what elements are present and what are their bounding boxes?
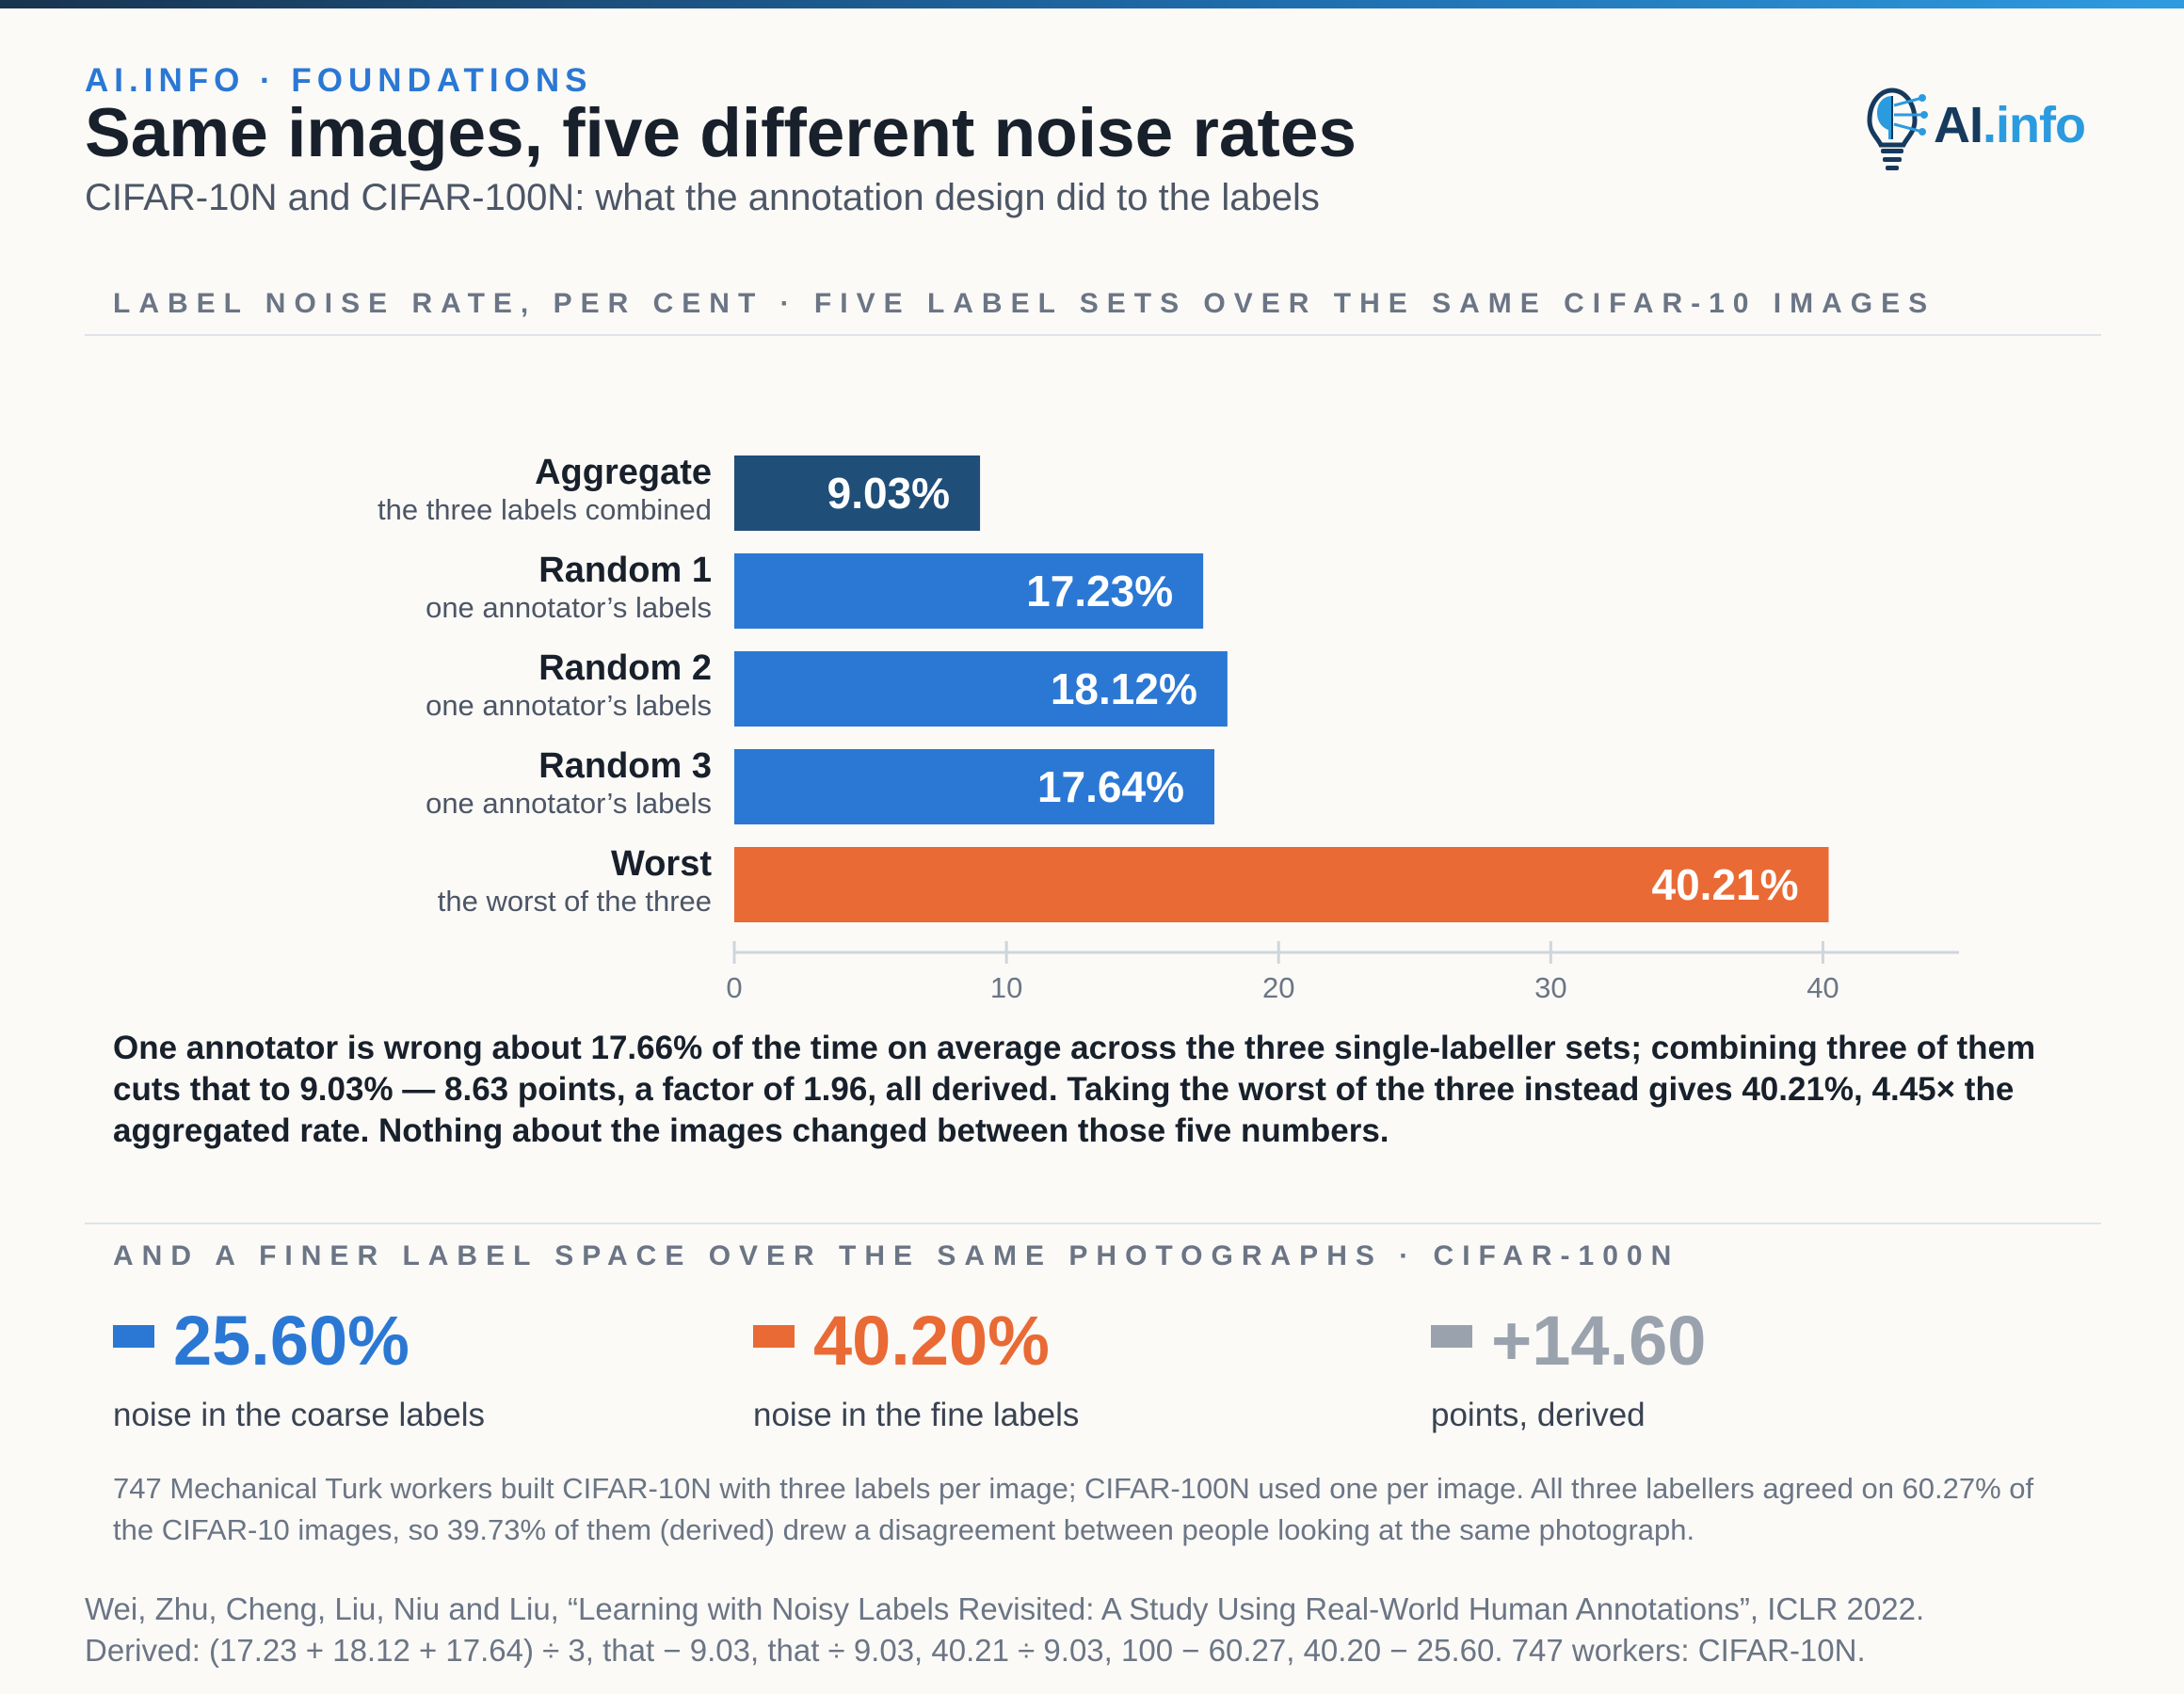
stat-swatch xyxy=(753,1325,795,1348)
category-label: Worst xyxy=(611,844,712,884)
category-label: Random 3 xyxy=(538,746,712,786)
bar-value-label: 17.23% xyxy=(1026,567,1173,615)
divider xyxy=(85,1223,2101,1224)
bar xyxy=(734,847,1829,922)
x-tick-label: 30 xyxy=(1534,971,1566,1004)
methodology-note: 747 Mechanical Turk workers built CIFAR-… xyxy=(113,1472,2034,1546)
bar xyxy=(734,651,1228,727)
stat-caption: noise in the coarse labels xyxy=(113,1397,485,1433)
stat-value: +14.60 xyxy=(1491,1302,1707,1380)
divider xyxy=(85,334,2101,336)
category-note: one annotator’s labels xyxy=(426,787,712,820)
logo-wordmark: AI.info xyxy=(1934,96,2086,154)
bar-value-label: 18.12% xyxy=(1051,664,1197,713)
insight-text: One annotator is wrong about 17.66% of t… xyxy=(113,1030,2036,1149)
cifar100-section-label: AND A FINER LABEL SPACE OVER THE SAME PH… xyxy=(113,1240,1680,1271)
category-note: one annotator’s labels xyxy=(426,591,712,624)
x-tick-label: 10 xyxy=(990,971,1022,1004)
page-title: Same images, five different noise rates xyxy=(85,95,1357,171)
logo-text-ai: AI xyxy=(1934,97,1983,153)
stat-value: 40.20% xyxy=(813,1302,1050,1380)
category-label: Random 1 xyxy=(538,551,712,590)
brand-logo: AI.info xyxy=(1856,83,2101,173)
stat-swatch xyxy=(1431,1325,1472,1348)
citation: Wei, Zhu, Cheng, Liu, Niu and Liu, “Lear… xyxy=(85,1589,2118,1671)
bar-value-label: 40.21% xyxy=(1652,860,1799,909)
bar-value-label: 17.64% xyxy=(1037,762,1184,811)
stat-swatch xyxy=(113,1325,154,1348)
category-label: Random 2 xyxy=(538,648,712,688)
x-tick-label: 0 xyxy=(726,971,742,1004)
page-subtitle: CIFAR-10N and CIFAR-100N: what the annot… xyxy=(85,177,1320,218)
eyebrow: AI.INFO · FOUNDATIONS xyxy=(85,62,593,99)
category-label: Aggregate xyxy=(535,453,712,492)
bar-value-label: 9.03% xyxy=(827,469,950,518)
x-tick-label: 20 xyxy=(1262,971,1294,1004)
bar xyxy=(734,553,1204,629)
chart-section-label: LABEL NOISE RATE, PER CENT · FIVE LABEL … xyxy=(113,288,1936,319)
stat-caption: noise in the fine labels xyxy=(753,1397,1080,1433)
citation-line: Derived: (17.23 + 18.12 + 17.64) ÷ 3, th… xyxy=(85,1633,1866,1668)
stat-value: 25.60% xyxy=(173,1302,410,1380)
category-note: the worst of the three xyxy=(438,885,712,918)
citation-line: Wei, Zhu, Cheng, Liu, Niu and Liu, “Lear… xyxy=(85,1591,1925,1626)
top-accent-bar xyxy=(0,0,2184,8)
lightbulb-brain-icon xyxy=(1867,88,1928,170)
bar xyxy=(734,455,981,531)
category-note: one annotator’s labels xyxy=(426,689,712,722)
stat-caption: points, derived xyxy=(1431,1397,1646,1433)
x-tick-label: 40 xyxy=(1807,971,1839,1004)
category-note: the three labels combined xyxy=(377,493,712,526)
logo-text-info: .info xyxy=(1983,97,2086,153)
bar xyxy=(734,749,1214,824)
